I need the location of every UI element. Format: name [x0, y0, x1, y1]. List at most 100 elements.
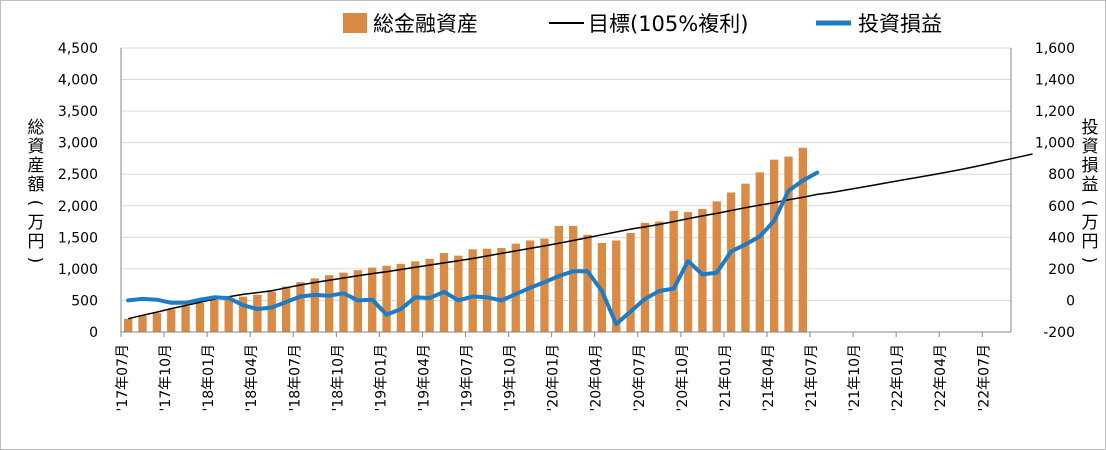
bar	[655, 221, 664, 332]
left-tick-label: 500	[71, 293, 98, 309]
x-axis-ticks: '17年07月 '17年10月 '18年01月 '18年04月 '18年07月 '18年1…	[115, 344, 992, 411]
left-tick-label: 4,000	[58, 73, 98, 89]
bar	[324, 275, 334, 332]
series-line-profit	[126, 170, 820, 327]
legend-label-target: 目標(105%複利)	[588, 12, 748, 36]
bar	[626, 232, 635, 332]
right-axis-title: 投資損益 (万円)	[1079, 118, 1099, 263]
bar	[669, 210, 678, 332]
bar	[698, 208, 707, 332]
bar	[281, 286, 291, 332]
bar	[712, 201, 721, 332]
right-axis-ticks: -200 0 200 400 600 800 1,000 1,200 1,400 1,600	[1035, 41, 1075, 341]
bar	[612, 240, 621, 332]
bar	[425, 258, 434, 332]
bar-series-total-assets	[124, 147, 808, 332]
bar	[583, 234, 592, 332]
x-tick-label: '19年04月	[417, 344, 433, 411]
bar	[152, 313, 162, 332]
right-tick-label: 0	[1066, 293, 1075, 309]
x-tick-label: '20年04月	[589, 344, 605, 411]
x-tick-label: '22年01月	[890, 344, 906, 411]
axis-title-char: 資	[1082, 137, 1099, 157]
legend-swatch-total-assets	[343, 13, 367, 33]
x-tick-label: '18年04月	[244, 344, 260, 411]
axis-title-char: )	[1079, 257, 1099, 264]
axis-title-char: 投	[1082, 118, 1099, 138]
right-tick-label: 1,200	[1035, 104, 1075, 120]
gridlines	[121, 47, 1011, 333]
bar	[454, 255, 463, 332]
bar	[798, 147, 808, 332]
left-tick-label: 0	[89, 325, 98, 341]
left-tick-label: 2,500	[58, 167, 98, 183]
x-tick-label: '18年01月	[201, 344, 217, 411]
x-tick-label: '20年01月	[546, 344, 562, 411]
bar	[540, 238, 549, 332]
bar	[339, 272, 348, 332]
bar	[755, 172, 764, 332]
bar	[741, 183, 750, 332]
series-line-target	[128, 153, 1033, 320]
x-tick-label: '21年04月	[761, 344, 777, 411]
x-tick-label: '17年07月	[115, 344, 131, 411]
bar	[769, 159, 779, 332]
right-tick-label: 1,400	[1035, 73, 1075, 89]
bar	[382, 265, 391, 332]
bar	[683, 212, 693, 332]
legend-label-total-assets: 総金融資産	[373, 12, 478, 36]
x-tick-label: '17年10月	[158, 344, 174, 411]
bar	[124, 318, 133, 332]
left-tick-label: 1,000	[58, 262, 98, 278]
legend: 総金融資産 目標(105%複利) 投資損益	[343, 12, 942, 36]
right-tick-label: 400	[1048, 230, 1075, 246]
axis-title-char: 益	[1082, 175, 1099, 195]
bar	[167, 309, 176, 332]
bar	[597, 243, 607, 332]
bar	[210, 299, 219, 332]
x-tick-label: '21年01月	[718, 344, 734, 411]
left-tick-label: 2,000	[58, 199, 98, 215]
bar	[296, 282, 305, 332]
right-tick-label: 200	[1048, 262, 1075, 278]
axis-title-char: (	[1079, 200, 1099, 207]
right-tick-label: 800	[1048, 167, 1075, 183]
x-tick-label: '21年07月	[804, 344, 820, 411]
axis-title-char: 円	[28, 232, 45, 252]
right-tick-label: 1,600	[1035, 41, 1075, 57]
right-tick-label: 600	[1048, 199, 1075, 215]
bar	[640, 222, 650, 332]
x-tick-label: '22年07月	[976, 344, 992, 411]
left-tick-label: 3,500	[58, 104, 98, 120]
axis-title-char: (	[25, 200, 45, 207]
x-tick-label: '18年07月	[287, 344, 303, 411]
left-axis-ticks: 0 500 1,000 1,500 2,000 2,500 3,000 3,500 4,000 4…	[58, 41, 98, 341]
x-tick-label: '20年07月	[632, 344, 648, 411]
bar	[253, 294, 262, 332]
bar	[726, 192, 736, 332]
x-tick-label: '19年07月	[460, 344, 476, 411]
x-tick-label: '22年04月	[933, 344, 949, 411]
bar	[468, 249, 477, 332]
bar	[138, 315, 147, 332]
axes	[120, 48, 1012, 337]
bar	[784, 156, 793, 332]
bar	[310, 278, 319, 332]
axis-title-char: 万	[28, 213, 45, 233]
bar	[396, 263, 406, 332]
bar	[482, 248, 492, 332]
left-tick-label: 1,500	[58, 230, 98, 246]
axis-title-char: 万	[1082, 213, 1099, 233]
bar	[554, 225, 563, 332]
x-tick-label: '19年10月	[503, 344, 519, 411]
x-tick-label: '18年10月	[330, 344, 346, 411]
axis-title-char: )	[25, 257, 45, 264]
axis-title-char: 円	[1082, 232, 1099, 252]
axis-title-char: 額	[28, 175, 45, 195]
bar	[569, 225, 578, 332]
right-tick-label: -200	[1043, 325, 1075, 341]
axis-title-char: 資	[28, 137, 45, 157]
